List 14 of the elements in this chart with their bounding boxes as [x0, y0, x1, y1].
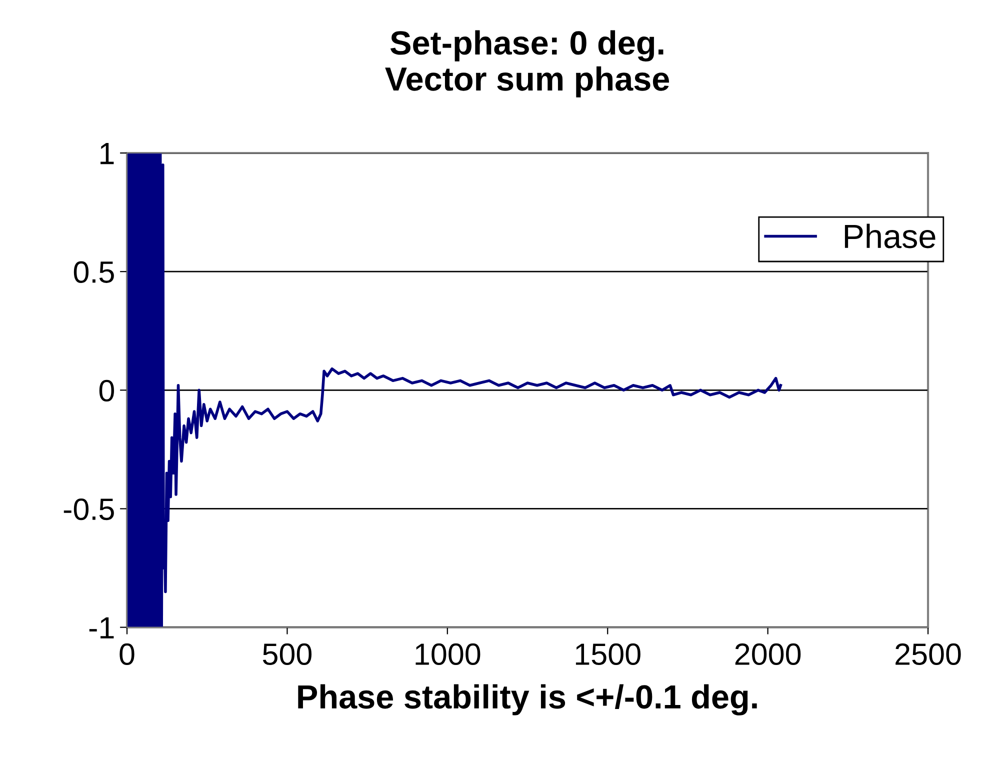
legend-label: Phase [844, 224, 936, 248]
x-tick-label: 1500 [576, 643, 640, 666]
y-tick-label: -1 [89, 617, 114, 638]
x-tick-label: 500 [262, 643, 312, 666]
y-tick-label: 0 [99, 380, 114, 402]
chart-title: Set-phase: 0 deg. Vector sum phase [385, 30, 670, 98]
x-tick-label: 2500 [896, 643, 961, 666]
y-tick-label: -0.5 [64, 498, 114, 520]
x-tick-label: 0 [120, 643, 134, 666]
x-axis-title: Phase stability is <+/-0.1 deg. [298, 684, 757, 716]
y-tick-label: 0.5 [74, 261, 114, 283]
y-tick-label: 1 [100, 143, 114, 164]
x-tick-label: 1000 [416, 643, 480, 666]
x-tick-label: 2000 [735, 643, 801, 666]
